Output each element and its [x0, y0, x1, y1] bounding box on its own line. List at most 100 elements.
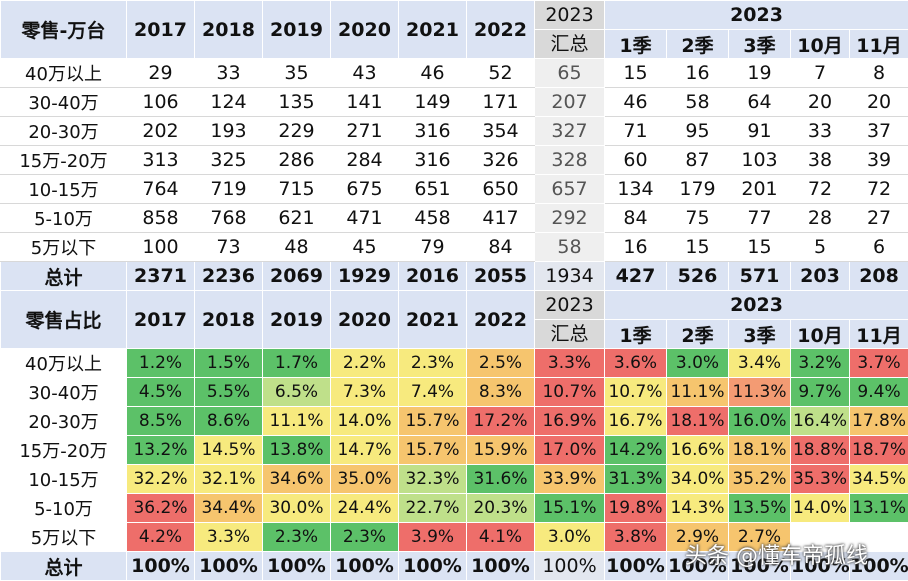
data-cell: 24.4% — [331, 494, 399, 523]
data-cell: 292 — [535, 204, 605, 233]
data-cell: 32.2% — [127, 465, 195, 494]
data-cell: 34.6% — [263, 465, 331, 494]
data-cell: 30.0% — [263, 494, 331, 523]
total-cell: 2371 — [127, 262, 195, 291]
data-cell: 35.3% — [791, 465, 850, 494]
data-cell: 3.0% — [535, 523, 605, 552]
data-cell: 4.2% — [127, 523, 195, 552]
total-cell: 100% — [263, 552, 331, 581]
data-cell: 77 — [729, 204, 791, 233]
data-cell: 3.2% — [791, 349, 850, 378]
data-cell: 201 — [729, 175, 791, 204]
data-cell: 16.0% — [729, 407, 791, 436]
data-cell: 72 — [850, 175, 908, 204]
data-cell: 2.2% — [331, 349, 399, 378]
data-cell: 31.3% — [605, 465, 667, 494]
row-label: 10-15万 — [1, 465, 127, 494]
data-cell: 15.1% — [535, 494, 605, 523]
data-cell: 458 — [399, 204, 467, 233]
row-label: 5-10万 — [1, 204, 127, 233]
data-cell: 10.7% — [535, 378, 605, 407]
total-cell: 203 — [791, 262, 850, 291]
data-cell: 84 — [467, 233, 535, 262]
data-cell: 284 — [331, 146, 399, 175]
data-cell: 39 — [850, 146, 908, 175]
data-cell: 34.0% — [667, 465, 729, 494]
data-cell: 17.8% — [850, 407, 908, 436]
data-cell: 106 — [127, 88, 195, 117]
data-cell: 58 — [535, 233, 605, 262]
year-header: 2020 — [331, 1, 399, 59]
row-label: 15万-20万 — [1, 436, 127, 465]
data-cell: 8 — [850, 59, 908, 88]
data-cell: 58 — [667, 88, 729, 117]
total-cell: 2055 — [467, 262, 535, 291]
row-label: 10-15万 — [1, 175, 127, 204]
total-cell: 2069 — [263, 262, 331, 291]
data-cell: 6 — [850, 233, 908, 262]
data-cell: 764 — [127, 175, 195, 204]
data-cell: 48 — [263, 233, 331, 262]
data-cell: 675 — [331, 175, 399, 204]
data-cell: 657 — [535, 175, 605, 204]
data-cell: 18.1% — [667, 407, 729, 436]
data-cell: 33 — [791, 117, 850, 146]
data-cell: 91 — [729, 117, 791, 146]
data-cell: 3.8% — [605, 523, 667, 552]
row-label: 15万-20万 — [1, 146, 127, 175]
row-label: 5-10万 — [1, 494, 127, 523]
data-cell: 7 — [791, 59, 850, 88]
row-label: 30-40万 — [1, 88, 127, 117]
data-cell: 193 — [195, 117, 263, 146]
data-cell: 16.7% — [605, 407, 667, 436]
data-cell: 3.4% — [729, 349, 791, 378]
period-header: 11月 — [850, 320, 908, 349]
data-cell: 14.2% — [605, 436, 667, 465]
data-cell: 35.2% — [729, 465, 791, 494]
data-cell: 5 — [791, 233, 850, 262]
row-label: 20-30万 — [1, 117, 127, 146]
data-cell: 14.0% — [331, 407, 399, 436]
data-cell: 100 — [127, 233, 195, 262]
data-cell: 141 — [331, 88, 399, 117]
data-cell: 621 — [263, 204, 331, 233]
total-cell: 100% — [535, 552, 605, 581]
group-year-header: 2023 — [605, 291, 908, 320]
data-cell: 2.5% — [467, 349, 535, 378]
data-cell: 15 — [667, 233, 729, 262]
period-header: 10月 — [791, 320, 850, 349]
period-header: 1季 — [605, 320, 667, 349]
data-cell: 14.0% — [791, 494, 850, 523]
year-header: 2019 — [263, 1, 331, 59]
data-cell: 18.8% — [791, 436, 850, 465]
data-cell: 64 — [729, 88, 791, 117]
period-header: 1季 — [605, 30, 667, 59]
data-cell: 6.5% — [263, 378, 331, 407]
data-cell: 16.4% — [791, 407, 850, 436]
data-cell: 16.9% — [535, 407, 605, 436]
data-cell: 650 — [467, 175, 535, 204]
data-cell: 1.5% — [195, 349, 263, 378]
total-cell: 427 — [605, 262, 667, 291]
data-cell: 719 — [195, 175, 263, 204]
data-cell: 7.3% — [331, 378, 399, 407]
data-cell: 16.6% — [667, 436, 729, 465]
data-cell: 34.4% — [195, 494, 263, 523]
data-cell: 8.6% — [195, 407, 263, 436]
data-cell: 13.8% — [263, 436, 331, 465]
data-cell: 3.3% — [195, 523, 263, 552]
data-cell: 325 — [195, 146, 263, 175]
data-cell: 65 — [535, 59, 605, 88]
data-cell: 34.5% — [850, 465, 908, 494]
data-cell: 286 — [263, 146, 331, 175]
data-cell: 45 — [331, 233, 399, 262]
summary-year-header: 2023 — [535, 1, 605, 30]
data-cell: 16 — [605, 233, 667, 262]
data-cell: 46 — [605, 88, 667, 117]
